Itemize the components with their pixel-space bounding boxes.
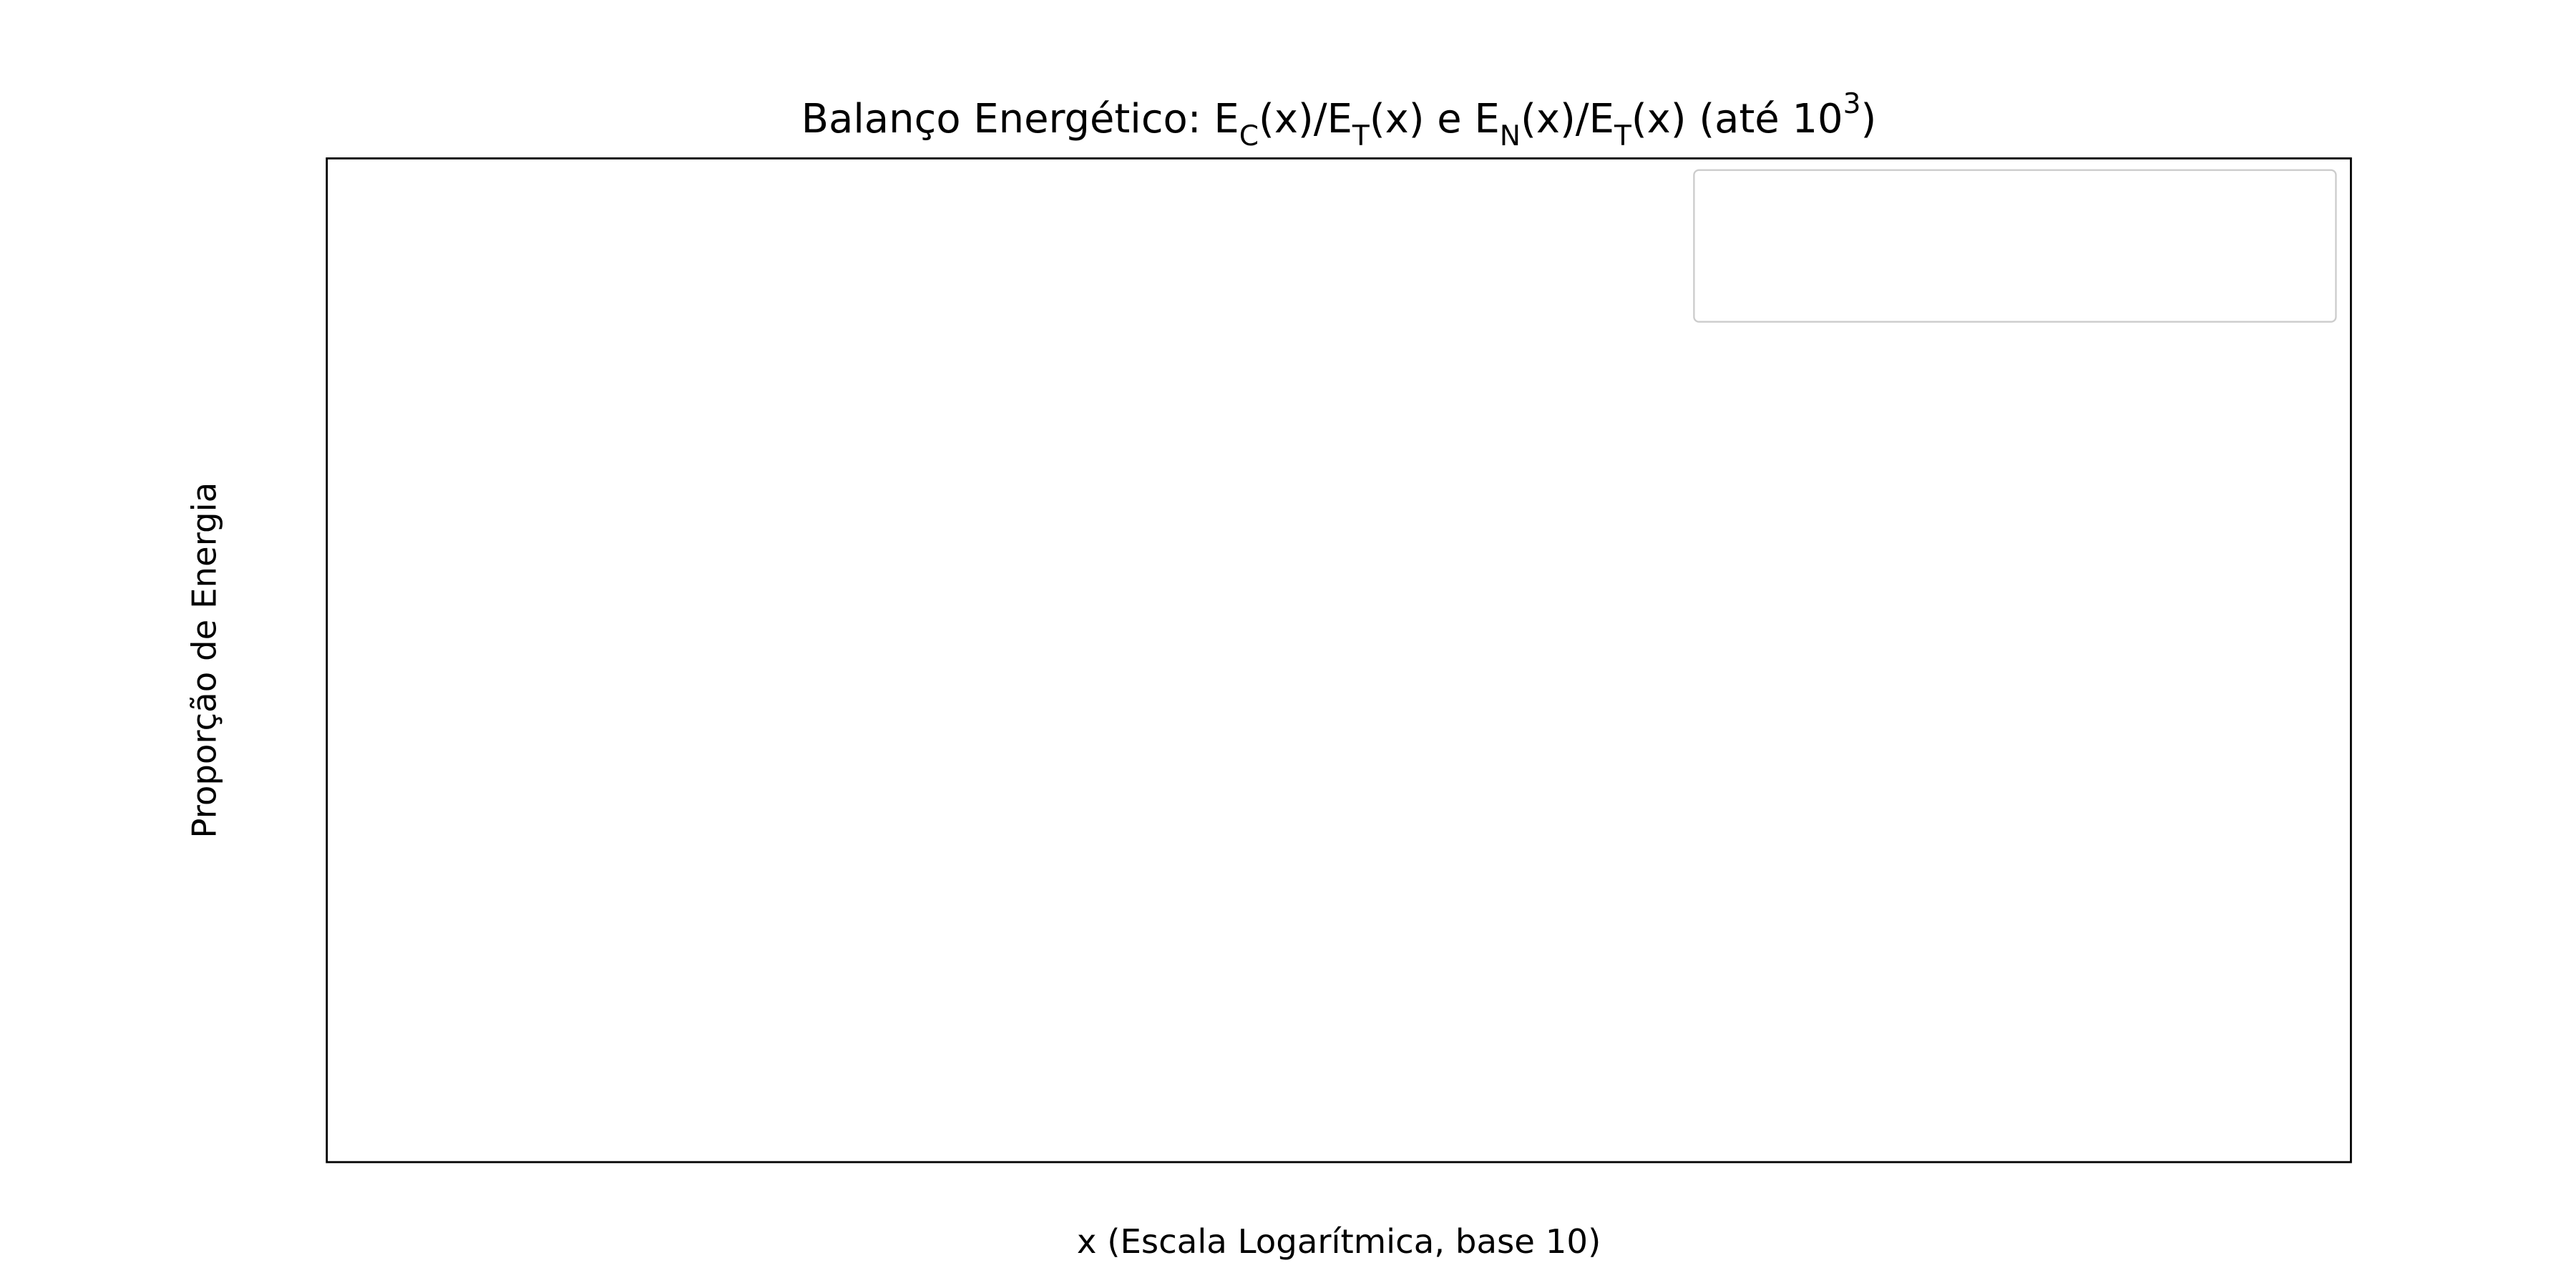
x-axis-label: x (Escala Logarítmica, base 10) [1077,1222,1601,1261]
legend-box [1693,169,2337,323]
legend [1693,169,2337,323]
chart-title: Balanço Energético: EC(x)/ET(x) e EN(x)/… [801,88,1877,152]
y-axis-label: Proporção de Energia [185,482,223,839]
axes-frame [326,157,2352,1163]
